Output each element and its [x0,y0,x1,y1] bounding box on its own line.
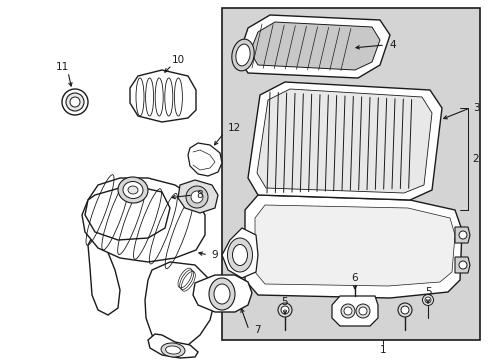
Ellipse shape [214,284,229,304]
Polygon shape [187,143,222,176]
Polygon shape [82,178,204,262]
Text: 10: 10 [171,55,184,65]
Polygon shape [244,195,461,298]
Text: 9: 9 [211,250,218,260]
Ellipse shape [340,304,354,318]
Polygon shape [454,257,469,273]
Polygon shape [254,205,454,286]
Ellipse shape [355,304,369,318]
Ellipse shape [235,44,250,66]
Ellipse shape [458,231,466,239]
Ellipse shape [191,191,203,203]
Polygon shape [88,232,120,315]
Bar [222,8,479,340]
Ellipse shape [400,306,408,314]
Ellipse shape [123,181,142,198]
Polygon shape [247,82,441,200]
Ellipse shape [208,278,235,310]
Ellipse shape [118,177,148,203]
Polygon shape [257,89,431,193]
Polygon shape [249,22,379,70]
Polygon shape [222,228,258,278]
Polygon shape [148,334,198,358]
Text: 11: 11 [55,62,68,72]
Polygon shape [454,227,469,243]
Text: 4: 4 [389,40,395,50]
Polygon shape [178,180,218,213]
Ellipse shape [227,238,252,272]
Ellipse shape [281,306,288,314]
Polygon shape [145,262,215,348]
Ellipse shape [278,303,291,317]
Ellipse shape [458,261,466,269]
Ellipse shape [422,294,433,306]
Ellipse shape [358,307,366,315]
Ellipse shape [128,186,138,194]
Text: 8: 8 [196,190,203,200]
Polygon shape [193,275,251,312]
Ellipse shape [66,93,84,111]
Text: 2: 2 [472,154,478,164]
Text: 3: 3 [472,103,478,113]
Ellipse shape [62,89,88,115]
Polygon shape [331,296,377,326]
Text: 5: 5 [281,297,288,307]
Polygon shape [238,15,389,78]
Ellipse shape [424,297,430,303]
Text: 1: 1 [379,345,386,355]
Text: 5: 5 [424,287,430,297]
Polygon shape [130,70,196,122]
Polygon shape [85,185,170,240]
Ellipse shape [232,244,247,266]
Ellipse shape [161,343,184,357]
Text: 7: 7 [253,325,260,335]
Ellipse shape [185,186,207,208]
Text: 12: 12 [227,123,240,133]
Ellipse shape [231,39,254,71]
Ellipse shape [397,303,411,317]
Ellipse shape [165,346,180,354]
Text: 6: 6 [351,273,358,283]
Ellipse shape [70,97,80,107]
Ellipse shape [343,307,351,315]
